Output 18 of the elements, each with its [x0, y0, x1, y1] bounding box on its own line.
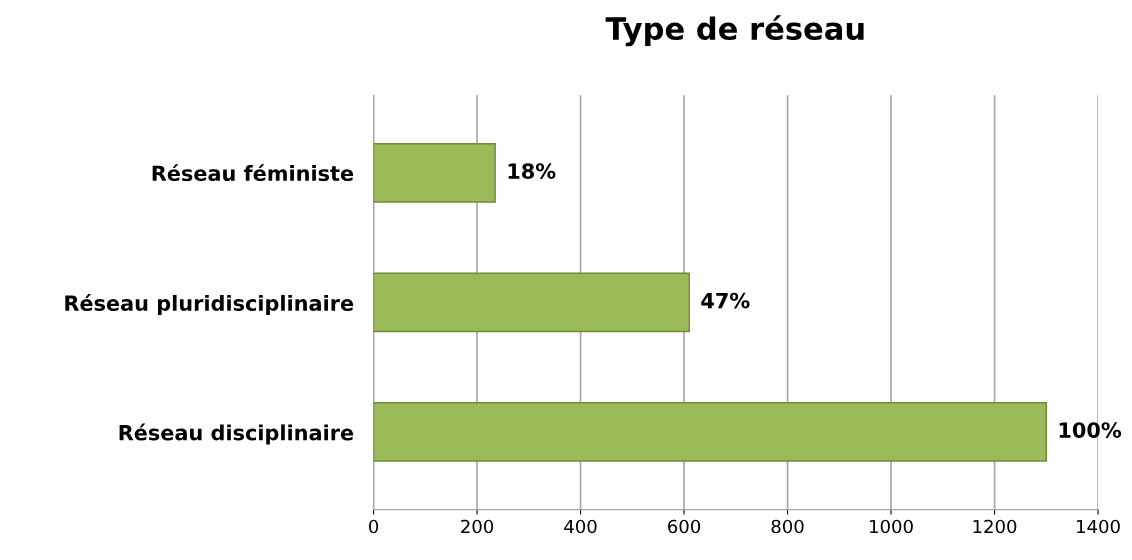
x-tick-label: 200 — [461, 519, 494, 534]
bar — [373, 402, 1047, 462]
x-tick-label: 1200 — [973, 519, 1017, 534]
annotation: 100% — [1059, 422, 1122, 438]
y-tick-label: Réseau féministe — [152, 164, 354, 182]
x-tick-label: 1400 — [1077, 519, 1120, 534]
annotation: 18% — [508, 163, 556, 179]
y-tick-label: Réseau pluridisciplinaire — [65, 294, 354, 316]
x-tick-label: 1000 — [870, 519, 913, 534]
x-tick-label: 400 — [564, 519, 597, 534]
x-tick-label: 800 — [771, 519, 804, 534]
bar — [373, 272, 690, 333]
chart-title: Type de réseau — [605, 15, 864, 47]
annotation: 47% — [701, 292, 750, 309]
bar — [373, 143, 496, 203]
x-tick-label: 600 — [668, 519, 701, 534]
y-tick-label: Réseau disciplinaire — [119, 423, 354, 445]
x-tick-label: 0 — [369, 519, 379, 534]
